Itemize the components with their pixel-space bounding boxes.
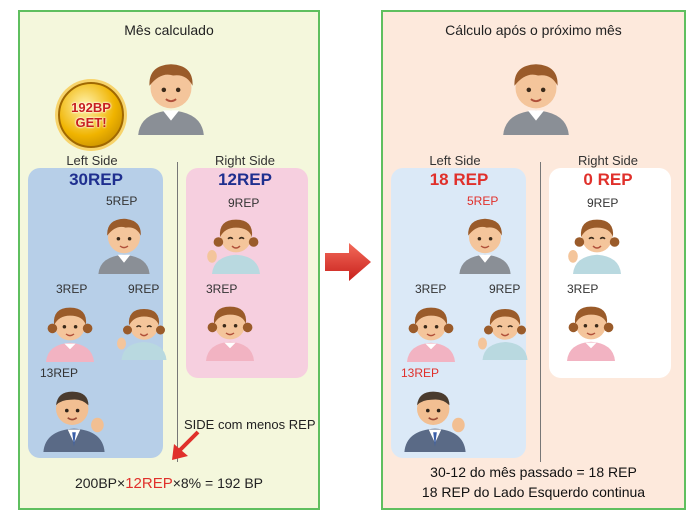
girl-avatar-icon <box>114 295 174 365</box>
result-line: 30-12 do mês passado = 18 REP <box>430 464 637 480</box>
member-rep-label: 5REP <box>467 194 499 208</box>
right-side-count: 12REP <box>218 170 272 189</box>
down-left-arrow-icon <box>172 430 200 460</box>
left-side-count: 30REP <box>69 170 123 189</box>
right-arrow-icon <box>325 243 371 281</box>
girl-avatar-icon <box>204 208 268 276</box>
boy-avatar-icon <box>495 40 577 148</box>
left-side-label: Left Side <box>66 153 118 168</box>
gold-coin-badge-icon: 192BP GET! <box>58 82 124 148</box>
member-rep-label: 3REP <box>567 282 599 296</box>
left-side-count: 18 REP <box>429 170 489 189</box>
boy-avatar-icon <box>130 40 212 148</box>
formula-suffix: ×8% = 192 BP <box>172 475 264 491</box>
member-rep-label: 3REP <box>56 282 88 296</box>
girl-avatar-icon <box>475 295 535 365</box>
member-rep-label: 9REP <box>128 282 160 296</box>
right-side-label: Right Side <box>215 153 275 168</box>
member-rep-label: 13REP <box>401 366 440 380</box>
right-side-label: Right Side <box>578 153 638 168</box>
left-side-label: Left Side <box>429 153 481 168</box>
panel-title: Mês calculado <box>124 22 214 38</box>
side-divider <box>540 162 541 462</box>
boy-avatar-icon <box>453 207 517 277</box>
badge-line2: GET! <box>75 115 107 130</box>
member-rep-label: 3REP <box>415 282 447 296</box>
formula-highlight: 12REP <box>125 475 173 492</box>
girl-avatar-icon <box>399 295 463 365</box>
member-rep-label: 9REP <box>587 196 619 210</box>
businessman-avatar-icon <box>38 378 110 454</box>
badge-line1: 192BP <box>71 100 111 115</box>
panel-title: Cálculo após o próximo mês <box>445 22 622 38</box>
next-month-panel: Cálculo após o próximo mês Left Side Rig… <box>381 10 686 510</box>
businessman-avatar-icon <box>399 378 471 454</box>
girl-avatar-icon <box>559 294 623 364</box>
member-rep-label: 9REP <box>489 282 521 296</box>
result-line: 18 REP do Lado Esquerdo continua <box>421 484 646 500</box>
right-side-count: 0 REP <box>583 170 633 189</box>
formula-prefix: 200BP× <box>74 475 126 491</box>
member-rep-label: 9REP <box>228 196 260 210</box>
bonus-formula: 200BP×12REP×8% = 192 BP <box>20 475 318 492</box>
member-rep-label: 3REP <box>206 282 238 296</box>
member-rep-label: 5REP <box>106 194 138 208</box>
side-divider <box>177 162 178 462</box>
girl-avatar-icon <box>198 294 262 364</box>
current-month-panel: Mês calculado 192BP GET! Left Side Right… <box>18 10 320 510</box>
annotation-note: SIDE com menos REP <box>184 417 316 432</box>
girl-avatar-icon <box>38 295 102 365</box>
member-rep-label: 13REP <box>40 366 79 380</box>
boy-avatar-icon <box>92 207 156 277</box>
girl-avatar-icon <box>565 208 629 276</box>
